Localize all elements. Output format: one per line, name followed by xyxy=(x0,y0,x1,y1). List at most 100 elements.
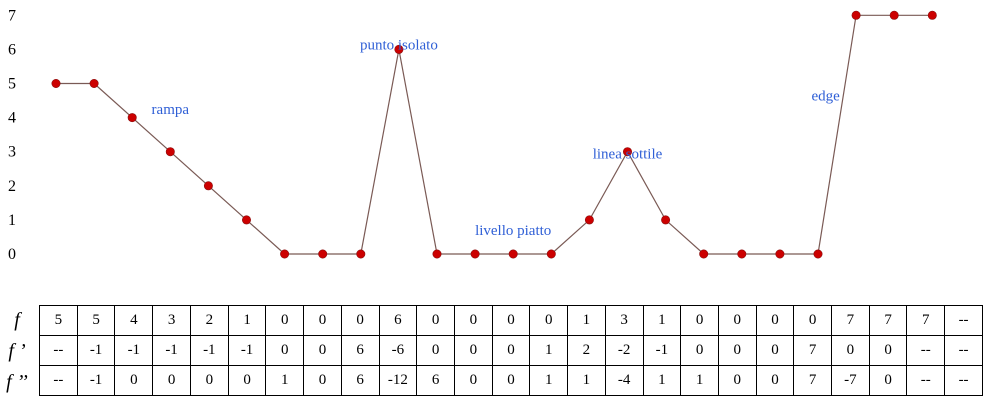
table-cell: 6 xyxy=(416,365,455,396)
table-cell: 1 xyxy=(642,365,682,396)
table-cell: -- xyxy=(906,365,946,396)
table-cell: 0 xyxy=(114,365,154,396)
data-point xyxy=(737,249,747,259)
table-cell: 0 xyxy=(868,365,908,396)
signal-line-chart: 0 1 2 3 4 5 6 7 rampa punto isolato livello piatt… xyxy=(8,7,937,263)
table-cell: 6 xyxy=(378,305,418,336)
data-point xyxy=(242,215,252,225)
data-points xyxy=(51,10,937,259)
data-point xyxy=(127,113,137,123)
data-point xyxy=(356,249,366,259)
y-tick-label: 5 xyxy=(8,76,16,93)
data-point xyxy=(203,181,213,191)
table-cell: 3 xyxy=(604,305,644,336)
table-cell: 0 xyxy=(416,305,455,336)
table-cell: -1 xyxy=(642,335,682,366)
table-cell: 1 xyxy=(227,305,267,336)
table-cell: 0 xyxy=(454,305,493,336)
data-point xyxy=(51,79,61,89)
table-cell: 0 xyxy=(680,305,719,336)
y-tick-label: 3 xyxy=(8,144,16,161)
table-cell: -1 xyxy=(189,335,229,366)
table-cell: 2 xyxy=(567,335,606,366)
y-axis-ticks: 0 1 2 3 4 5 6 7 xyxy=(8,7,16,263)
table-cell: 0 xyxy=(491,365,531,396)
table-cell: -- xyxy=(944,335,983,366)
data-point xyxy=(508,249,518,259)
annotations: rampa punto isolato livello piatto linea so… xyxy=(152,37,841,239)
table-cell: -7 xyxy=(831,365,870,396)
y-tick-label: 6 xyxy=(8,41,16,58)
table-cell: 1 xyxy=(529,335,569,366)
series-line xyxy=(56,14,933,255)
table-cell: -1 xyxy=(227,335,267,366)
data-point xyxy=(813,249,823,259)
table-cell: 7 xyxy=(831,305,870,336)
table-cell: 1 xyxy=(529,365,569,396)
table-cell: 1 xyxy=(567,305,606,336)
table-cell: 1 xyxy=(265,365,305,396)
table-cell: -1 xyxy=(76,365,116,396)
data-point xyxy=(889,10,899,20)
table-cell: 0 xyxy=(340,305,380,336)
data-point xyxy=(432,249,442,259)
table-cell: 7 xyxy=(906,305,946,336)
table-row: 5 5 4 3 2 1 0 0 0 6 0 0 0 0 1 3 1 0 0 0 0 7 7 7 -- xyxy=(39,305,983,336)
table-cell: 1 xyxy=(642,305,682,336)
table-cell: -- xyxy=(39,365,78,396)
table-cell: -1 xyxy=(114,335,154,366)
table-cell: 0 xyxy=(680,335,719,366)
table-cell: 7 xyxy=(793,335,832,366)
table-cell: 5 xyxy=(39,305,78,336)
table-cell: -1 xyxy=(152,335,191,366)
table-cell: 0 xyxy=(454,365,493,396)
table-cell: 0 xyxy=(717,365,757,396)
table-cell: 0 xyxy=(868,335,908,366)
y-tick-label: 0 xyxy=(8,246,16,263)
table-cell: 0 xyxy=(717,335,757,366)
y-tick-label: 2 xyxy=(8,178,16,195)
table-cell: 0 xyxy=(152,365,191,396)
data-point xyxy=(661,215,671,225)
data-point xyxy=(394,44,404,54)
table-cell: -- xyxy=(906,335,946,366)
table-cell: 0 xyxy=(831,335,870,366)
table-cell: -- xyxy=(944,365,983,396)
data-point xyxy=(775,249,785,259)
data-point xyxy=(280,249,290,259)
table-cell: 1 xyxy=(567,365,606,396)
row-label-f-second: f ’’ xyxy=(6,371,28,393)
table-cell: -1 xyxy=(76,335,116,366)
annotation-label: edge xyxy=(811,89,840,105)
table-cell: -- xyxy=(39,335,78,366)
y-tick-label: 4 xyxy=(8,110,16,127)
annotation-label: linea sottile xyxy=(593,147,663,163)
data-point xyxy=(851,10,861,20)
table-cell: 0 xyxy=(454,335,493,366)
table-cell: 0 xyxy=(189,365,229,396)
table-cell: 0 xyxy=(491,305,531,336)
derivative-table: 5 5 4 3 2 1 0 0 0 6 0 0 0 0 1 3 1 0 0 0 0 7 7 7 -- -- -1 -1 -1 -1 -1 0 0… xyxy=(39,305,983,396)
table-cell: 0 xyxy=(265,335,305,366)
table-cell: 0 xyxy=(227,365,267,396)
table-cell: 0 xyxy=(303,365,342,396)
data-point xyxy=(165,147,175,157)
signal-line xyxy=(56,14,933,255)
table-cell: 0 xyxy=(755,335,795,366)
data-point xyxy=(318,249,328,259)
table-cell: -- xyxy=(944,305,983,336)
annotation-label: punto isolato xyxy=(360,37,438,53)
table-cell: 7 xyxy=(793,365,832,396)
data-point xyxy=(622,147,632,157)
table-cell: 5 xyxy=(76,305,116,336)
table-cell: 0 xyxy=(793,305,832,336)
data-point xyxy=(584,215,594,225)
table-cell: 0 xyxy=(303,335,342,366)
table-cell: 1 xyxy=(680,365,719,396)
row-label-f: f xyxy=(14,309,20,331)
table-cell: -2 xyxy=(604,335,644,366)
table-cell: 2 xyxy=(189,305,229,336)
row-label-f-prime: f ’ xyxy=(8,340,26,362)
table-cell: 0 xyxy=(491,335,531,366)
y-tick-label: 1 xyxy=(8,212,16,229)
